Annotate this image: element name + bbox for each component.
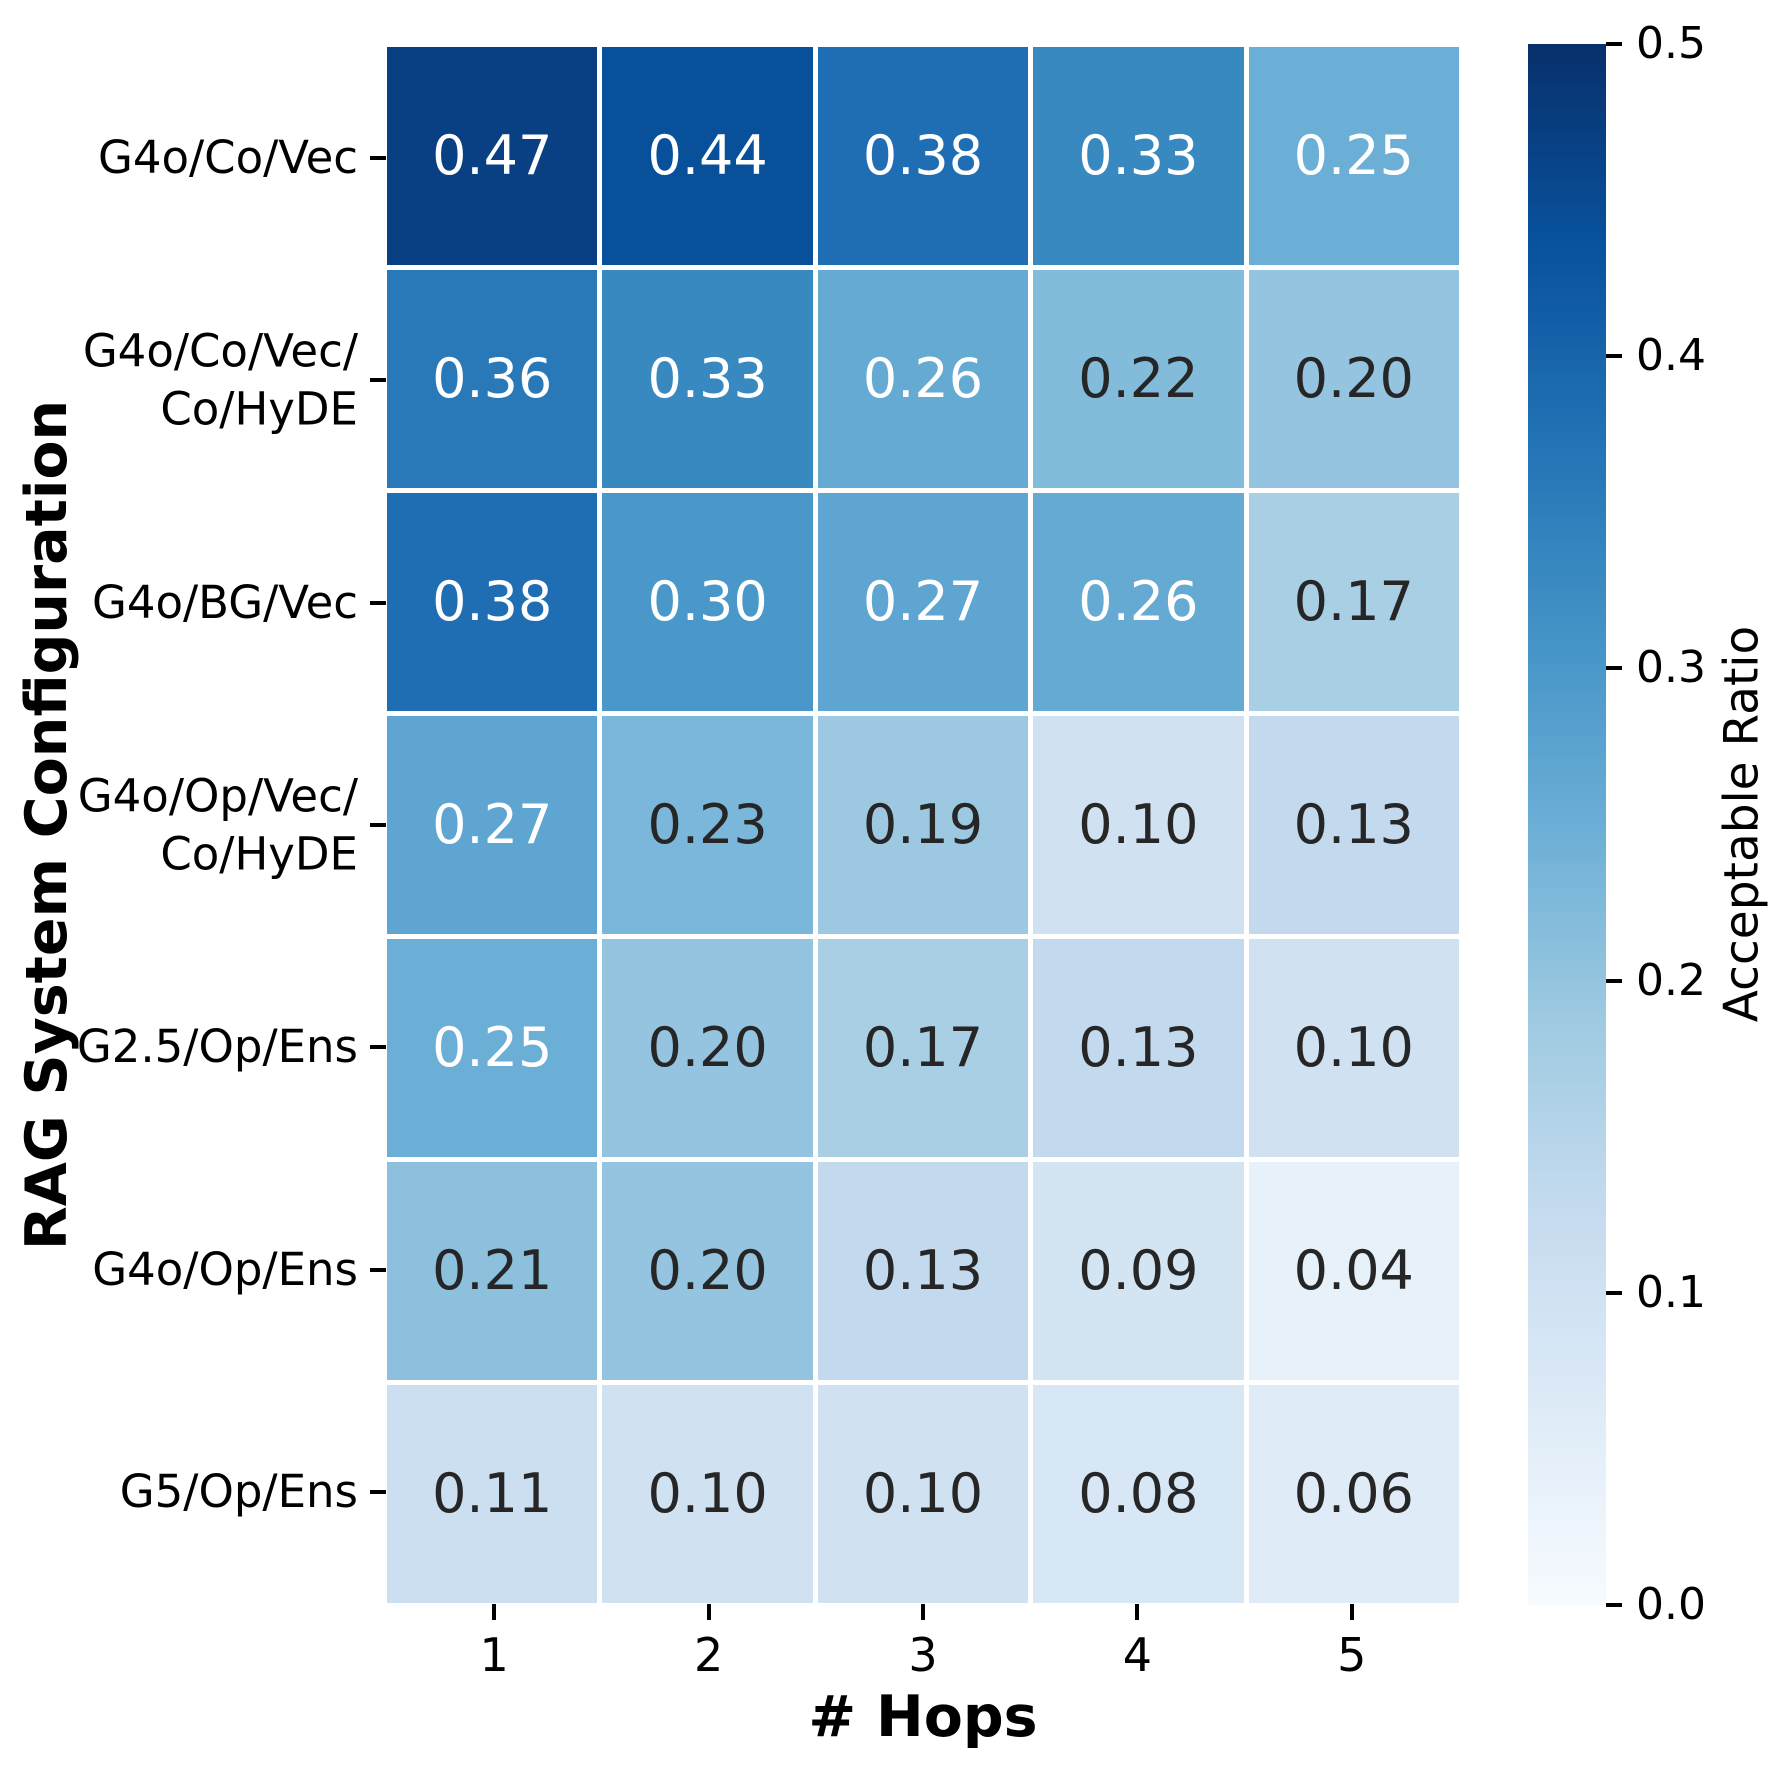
colorbar-tick-mark: [1606, 978, 1622, 983]
x-axis-title: # Hops: [808, 1684, 1038, 1750]
y-tick-label: G2.5/Op/Ens: [0, 1018, 358, 1076]
heatmap-cell-r5c4: 0.04: [1248, 1162, 1459, 1380]
y-tick-label-line: G4o/BG/Vec: [91, 575, 358, 629]
colorbar-tick-mark: [1606, 666, 1622, 671]
y-tick-label-line: G4o/Op/Ens: [92, 1242, 358, 1296]
x-tick-label: 2: [693, 1628, 724, 1682]
heatmap-cell-r6c1: 0.10: [602, 1385, 813, 1603]
colorbar-title: Acceptable Ratio: [1714, 625, 1770, 1023]
heatmap-cell-r1c1: 0.33: [602, 270, 813, 488]
y-tick-mark: [370, 1267, 386, 1272]
heatmap-cell-r4c1: 0.20: [602, 939, 813, 1157]
colorbar-tick-label: 0.1: [1636, 1266, 1706, 1318]
colorbar-tick-label: 0.5: [1636, 18, 1706, 69]
heatmap-cell-r4c2: 0.17: [817, 939, 1029, 1157]
colorbar-tick-mark: [1606, 42, 1622, 46]
heatmap-cell-r1c4: 0.20: [1248, 270, 1459, 488]
heatmap-cell-r2c1: 0.30: [602, 493, 813, 711]
colorbar-tick-label: 0.4: [1636, 330, 1706, 382]
heatmap-cell-r0c3: 0.33: [1033, 47, 1244, 265]
colorbar-tick-label: 0.0: [1636, 1579, 1706, 1630]
y-tick-mark: [370, 1045, 386, 1050]
y-tick-label-line: Co/HyDE: [160, 827, 358, 880]
y-tick-label: G4o/BG/Vec: [0, 574, 358, 632]
heatmap-grid: 0.47 0.44 0.38 0.33 0.25 0.36 0.33 0.26 0.22 0.20…: [387, 47, 1459, 1603]
y-tick-mark: [370, 1489, 386, 1494]
y-tick-label-line: Co/HyDE: [160, 382, 358, 436]
x-tick-mark: [492, 1604, 497, 1620]
heatmap-cell-r2c0: 0.38: [387, 493, 598, 711]
heatmap-cell-r2c2: 0.27: [817, 493, 1029, 711]
y-tick-mark: [370, 600, 386, 605]
y-tick-label: G4o/Op/Ens: [0, 1241, 358, 1299]
heatmap-cell-r1c2: 0.26: [817, 270, 1029, 488]
y-tick-label-line: G4o/Co/Vec: [97, 131, 358, 185]
heatmap-cell-r0c1: 0.44: [602, 47, 813, 265]
y-tick-label-line: G4o/Op/Vec/: [77, 769, 358, 823]
y-tick-mark: [370, 823, 386, 827]
heatmap-cell-r0c0: 0.47: [387, 47, 598, 265]
colorbar-tick-label: 0.2: [1636, 954, 1706, 1006]
heatmap-cell-r1c3: 0.22: [1033, 270, 1244, 488]
heatmap-cell-r2c3: 0.26: [1033, 493, 1244, 711]
heatmap-cell-r6c2: 0.10: [817, 1385, 1029, 1603]
x-tick-mark: [921, 1604, 925, 1620]
colorbar-tick-label: 0.3: [1636, 642, 1706, 694]
y-tick-label: G4o/Op/Vec/Co/HyDE: [0, 767, 358, 882]
heatmap-cell-r4c3: 0.13: [1033, 939, 1244, 1157]
x-tick-label: 4: [1122, 1628, 1153, 1682]
y-tick-label: G4o/Co/Vec: [0, 129, 358, 187]
heatmap-cell-r6c4: 0.06: [1248, 1385, 1459, 1603]
colorbar-tick-mark: [1606, 1603, 1622, 1607]
y-tick-label-line: G4o/Co/Vec/: [82, 324, 358, 378]
heatmap-cell-r6c3: 0.08: [1033, 1385, 1244, 1603]
heatmap-cell-r3c0: 0.27: [387, 716, 598, 934]
heatmap-cell-r0c4: 0.25: [1248, 47, 1459, 265]
y-tick-label-line: G2.5/Op/Ens: [76, 1020, 358, 1074]
y-tick-mark: [370, 378, 386, 383]
heatmap-cell-r5c2: 0.13: [817, 1162, 1029, 1380]
y-tick-label: G4o/Co/Vec/Co/HyDE: [0, 323, 358, 438]
heatmap-cell-r3c1: 0.23: [602, 716, 813, 934]
heatmap-cell-r4c4: 0.10: [1248, 939, 1459, 1157]
heatmap-cell-r1c0: 0.36: [387, 270, 598, 488]
x-tick-mark: [1349, 1604, 1354, 1620]
heatmap-cell-r5c1: 0.20: [602, 1162, 813, 1380]
x-tick-mark: [706, 1604, 711, 1620]
x-tick-mark: [1135, 1604, 1140, 1620]
colorbar-tick-mark: [1606, 354, 1622, 359]
heatmap-cell-r3c4: 0.13: [1248, 716, 1459, 934]
heatmap-cell-r0c2: 0.38: [817, 47, 1029, 265]
x-tick-label: 1: [479, 1628, 509, 1682]
heatmap-cell-r5c3: 0.09: [1033, 1162, 1244, 1380]
y-tick-label-line: G5/Op/Ens: [119, 1465, 358, 1519]
heatmap-cell-r5c0: 0.21: [387, 1162, 598, 1380]
colorbar-tick-mark: [1606, 1290, 1622, 1295]
x-tick-label: 3: [908, 1628, 938, 1682]
y-tick-mark: [370, 156, 386, 161]
y-tick-label: G5/Op/Ens: [0, 1463, 358, 1521]
heatmap-cell-r3c2: 0.19: [817, 716, 1029, 934]
x-tick-label: 5: [1337, 1628, 1367, 1682]
heatmap-cell-r4c0: 0.25: [387, 939, 598, 1157]
heatmap-cell-r6c0: 0.11: [387, 1385, 598, 1603]
colorbar-gradient: [1528, 44, 1606, 1605]
heatmap-cell-r2c4: 0.17: [1248, 493, 1459, 711]
heatmap-cell-r3c3: 0.10: [1033, 716, 1244, 934]
